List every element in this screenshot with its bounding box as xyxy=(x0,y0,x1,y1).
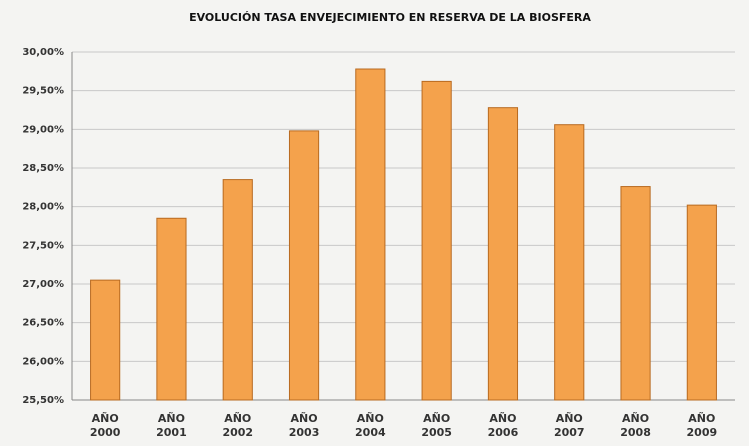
bar xyxy=(222,179,253,401)
bar xyxy=(620,186,651,401)
y-tick-label: 30,00% xyxy=(22,47,64,58)
bar xyxy=(686,204,717,401)
y-tick-label: 27,00% xyxy=(22,279,64,290)
x-tick-label: AÑO 2002 xyxy=(222,412,254,439)
y-tick-label: 28,50% xyxy=(22,163,64,174)
bar xyxy=(355,68,386,401)
y-tick-label: 29,50% xyxy=(22,86,64,97)
chart-title: EVOLUCIÓN TASA ENVEJECIMIENTO EN RESERVA… xyxy=(189,11,591,24)
bar xyxy=(288,130,320,401)
x-tick-label: AÑO 2005 xyxy=(421,412,452,439)
y-tick-label: 28,00% xyxy=(22,202,64,213)
y-tick-label: 26,50% xyxy=(22,318,64,329)
x-tick-label: AÑO 2006 xyxy=(487,412,519,439)
x-tick-label: AÑO 2007 xyxy=(553,412,585,439)
x-tick-label: AÑO 2003 xyxy=(288,412,320,439)
x-tick-label: AÑO 2008 xyxy=(620,412,651,439)
y-tick-label: 25,50% xyxy=(22,395,64,406)
x-tick-label: AÑO 2001 xyxy=(156,412,187,439)
x-tick-label: AÑO 2009 xyxy=(686,412,718,439)
bar xyxy=(156,217,187,401)
y-tick-label: 29,00% xyxy=(22,124,64,135)
bar xyxy=(90,279,121,401)
bar xyxy=(487,107,519,401)
x-tick-label: AÑO 2004 xyxy=(355,412,386,439)
y-tick-label: 26,00% xyxy=(22,356,64,367)
x-tick-label: AÑO 2000 xyxy=(89,412,121,439)
bar xyxy=(421,80,452,401)
y-tick-label: 27,50% xyxy=(22,240,64,251)
bar xyxy=(554,124,585,401)
